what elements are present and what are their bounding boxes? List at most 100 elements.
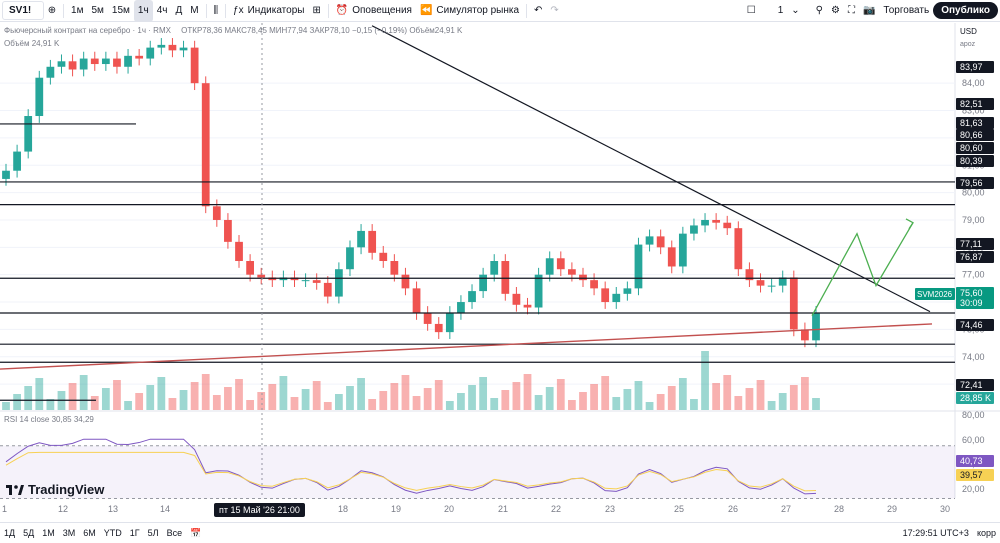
price-axis-label: 72,41	[960, 380, 983, 390]
tradingview-logo: TradingView	[6, 482, 104, 497]
candle-body	[135, 55, 144, 59]
candle-body	[690, 225, 698, 234]
price-axis-label: 81,63	[960, 118, 983, 128]
x-tick-label: 27	[781, 504, 791, 514]
range-1y[interactable]: 1Г	[129, 528, 140, 538]
volume-bar	[357, 378, 365, 410]
chevron-down-icon[interactable]: ⌄	[791, 5, 800, 16]
add-symbol-icon[interactable]: ⊕	[47, 5, 57, 16]
volume-bar	[301, 389, 310, 410]
candle-body	[101, 58, 110, 65]
trade-button[interactable]: Торговать	[883, 5, 930, 16]
volume-bar	[767, 401, 776, 410]
quick-search-icon[interactable]: ⚲	[815, 5, 823, 16]
volume-bar	[523, 374, 532, 410]
volume-bar	[534, 395, 543, 410]
tf-15m[interactable]: 15м	[111, 5, 130, 16]
clock-time[interactable]: 17:29:51 UTC+3	[902, 528, 969, 538]
price-axis-label-bg	[956, 379, 994, 391]
tf-1m[interactable]: 1м	[71, 5, 84, 16]
volume-bar	[756, 380, 765, 410]
publish-button[interactable]: Опублико	[933, 2, 998, 19]
price-axis-label-bg	[956, 297, 994, 309]
indicators-button[interactable]: ƒx Индикаторы	[229, 0, 308, 22]
adjustment-mode[interactable]: корр	[976, 528, 996, 538]
undo-icon[interactable]: ↶	[533, 5, 543, 16]
camera-icon[interactable]: 📷	[862, 5, 876, 16]
candle-body	[212, 206, 221, 220]
range-3m[interactable]: 3М	[62, 528, 76, 538]
tf-5m[interactable]: 5м	[91, 5, 104, 16]
range-1m[interactable]: 1М	[42, 528, 55, 538]
volume-bar	[723, 375, 732, 410]
tf-1h[interactable]: 1ч	[133, 0, 153, 22]
currency-label: USD	[960, 27, 977, 36]
x-tick-label: 12	[58, 504, 68, 514]
volume-bar	[712, 383, 721, 410]
redo-icon[interactable]: ↷	[550, 5, 559, 16]
calendar-icon[interactable]: 📅	[190, 527, 202, 538]
volume-bar	[390, 383, 399, 410]
candle-body	[13, 151, 21, 171]
tf-day[interactable]: Д	[175, 5, 183, 16]
volume-bar	[24, 386, 33, 410]
candle-body	[190, 47, 199, 84]
candle-body	[379, 252, 388, 262]
volume-bar	[634, 381, 643, 410]
price-axis-label: 77,11	[960, 239, 982, 249]
symbol-search[interactable]: SV1!	[2, 1, 44, 20]
price-axis-label: 80,60	[960, 143, 983, 153]
descending-trendline	[371, 25, 931, 313]
price-chart[interactable]: USDapoz84,0083,0082,0081,0080,0079,0078,…	[0, 23, 1000, 522]
candle-body	[390, 261, 399, 275]
fullscreen-icon[interactable]: ⛶	[847, 5, 855, 16]
candle-body	[723, 222, 732, 229]
volume-bar	[667, 386, 676, 410]
volume-bar	[68, 383, 77, 410]
tf-month[interactable]: М	[190, 5, 199, 16]
x-tick-label: 19	[391, 504, 401, 514]
templates-icon[interactable]: ⊞	[312, 5, 321, 16]
range-1d[interactable]: 1Д	[4, 528, 16, 538]
candle-body	[113, 58, 121, 67]
alerts-button[interactable]: ⏰ Оповещения	[332, 0, 416, 22]
candle-body	[579, 274, 587, 281]
x-tick-label: 18	[338, 504, 348, 514]
x-tick-label: 25	[674, 504, 684, 514]
x-tick-label: 22	[551, 504, 561, 514]
unit-label: apoz	[960, 41, 976, 48]
volume-bar	[246, 400, 254, 410]
replay-button[interactable]: ⏪ Симулятор рынка	[416, 0, 523, 22]
layout-count[interactable]: 1	[777, 5, 784, 16]
volume-bar	[224, 387, 232, 410]
candle-body	[490, 261, 499, 275]
candle-body	[534, 274, 543, 308]
volume-bar	[90, 396, 99, 410]
candle-body	[334, 269, 343, 297]
candle-body	[756, 280, 765, 286]
rsi-axis-label-bg	[956, 455, 994, 467]
volume-bar	[179, 390, 188, 410]
range-5d[interactable]: 5Д	[23, 528, 35, 538]
volume-bar	[168, 398, 177, 410]
volume-bar	[468, 385, 476, 410]
candle-body	[35, 77, 44, 117]
tf-4h[interactable]: 4ч	[156, 5, 168, 16]
range-ytd[interactable]: YTD	[103, 528, 122, 538]
layout-icon[interactable]: ☐	[746, 5, 756, 16]
volume-bar	[101, 388, 110, 410]
settings-gear-icon[interactable]: ⚙	[830, 5, 840, 16]
alerts-label: Оповещения	[352, 5, 412, 16]
candle-body	[590, 280, 598, 289]
candle-body	[235, 241, 243, 262]
x-tick-label: 13	[108, 504, 118, 514]
range-all[interactable]: Все	[166, 528, 183, 538]
candle-type-icon[interactable]: ⫼	[213, 5, 219, 16]
volume-bar	[479, 377, 488, 410]
candle-body	[423, 312, 432, 324]
range-6m[interactable]: 6М	[83, 528, 96, 538]
range-5y[interactable]: 5Л	[147, 528, 159, 538]
x-tick-label: 23	[605, 504, 615, 514]
candle-body	[90, 58, 99, 65]
volume-bar	[2, 402, 10, 410]
